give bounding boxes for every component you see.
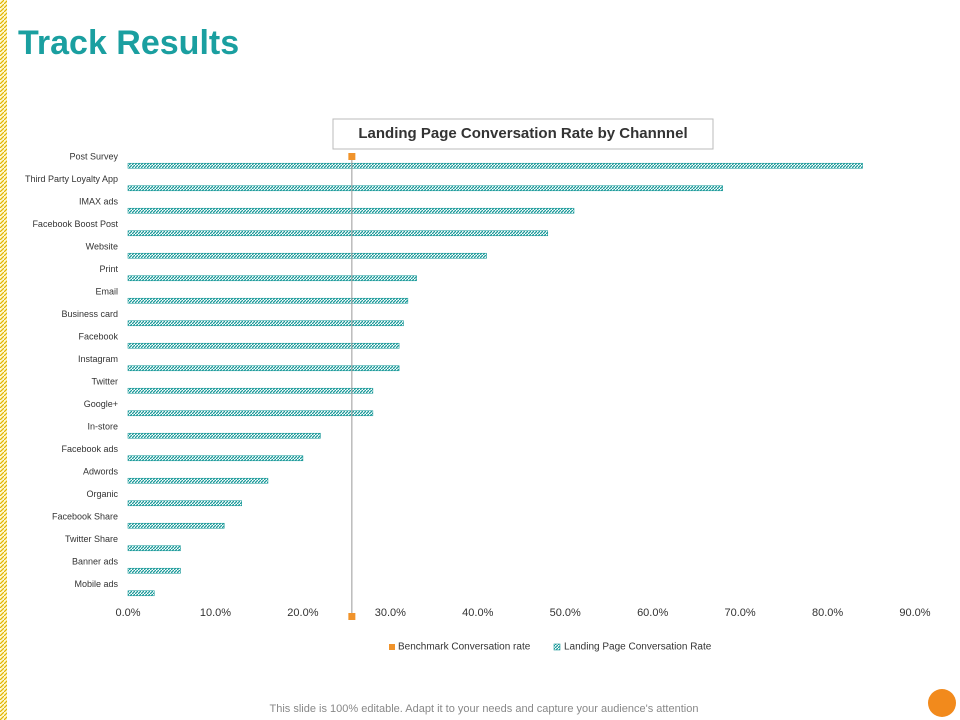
bar [127,522,225,529]
y-tick-label: Adwords [83,467,119,477]
y-tick-label: Email [95,287,118,297]
y-tick-label: Instagram [78,354,118,364]
bar [127,500,242,507]
y-tick-label: Third Party Loyalty App [25,174,118,184]
x-tick-label: 80.0% [812,607,843,619]
legend-label: Landing Page Conversation Rate [564,642,712,653]
x-tick-label: 0.0% [115,607,140,619]
x-tick-label: 60.0% [637,607,668,619]
x-tick-label: 10.0% [200,607,231,619]
bar [127,342,400,349]
y-tick-label: Website [86,242,118,252]
x-tick-label: 20.0% [287,607,318,619]
bar [127,207,575,214]
legend-swatch [389,644,395,650]
bar [127,365,400,372]
x-tick-label: 30.0% [375,607,406,619]
bar [127,455,304,462]
decor-circle [928,689,956,717]
bar [127,590,155,597]
bar [127,162,863,169]
bar [127,252,487,259]
bar [127,410,374,417]
legend-swatch [553,643,561,651]
y-tick-label: Facebook ads [61,444,118,454]
bar [127,545,181,552]
bar [127,320,404,327]
y-tick-label: Twitter [91,377,118,387]
bar [127,230,549,237]
y-tick-label: Google+ [84,399,118,409]
bar [127,567,181,574]
x-tick-label: 90.0% [899,607,930,619]
y-tick-label: Facebook Share [52,512,118,522]
slide-title: Track Results [18,24,239,62]
chart-title-box [332,118,714,150]
y-tick-label: Post Survey [69,152,118,162]
y-tick-label: Organic [86,489,118,499]
y-tick-label: Business card [61,309,118,319]
footer: This slide is 100% editable. Adapt it to… [270,703,699,715]
benchmark-marker [348,153,356,160]
chart-title: Landing Page Conversation Rate by Channn… [358,125,687,142]
side-stripe [0,0,7,720]
y-tick-label: Twitter Share [65,534,118,544]
bar [127,432,321,439]
y-tick-label: IMAX ads [79,197,119,207]
benchmark-marker [348,613,356,620]
bar [127,275,417,282]
bar [127,297,409,304]
legend-label: Benchmark Conversation rate [398,642,531,653]
bar [127,477,269,484]
y-tick-label: Print [99,264,118,274]
y-tick-label: Facebook Boost Post [32,219,118,229]
x-tick-label: 50.0% [550,607,581,619]
bar [127,387,374,394]
y-tick-label: In-store [87,422,118,432]
x-tick-label: 70.0% [725,607,756,619]
y-tick-label: Banner ads [72,557,119,567]
x-tick-label: 40.0% [462,607,493,619]
y-tick-label: Mobile ads [74,579,118,589]
y-tick-label: Facebook [78,332,118,342]
bar [127,185,723,192]
